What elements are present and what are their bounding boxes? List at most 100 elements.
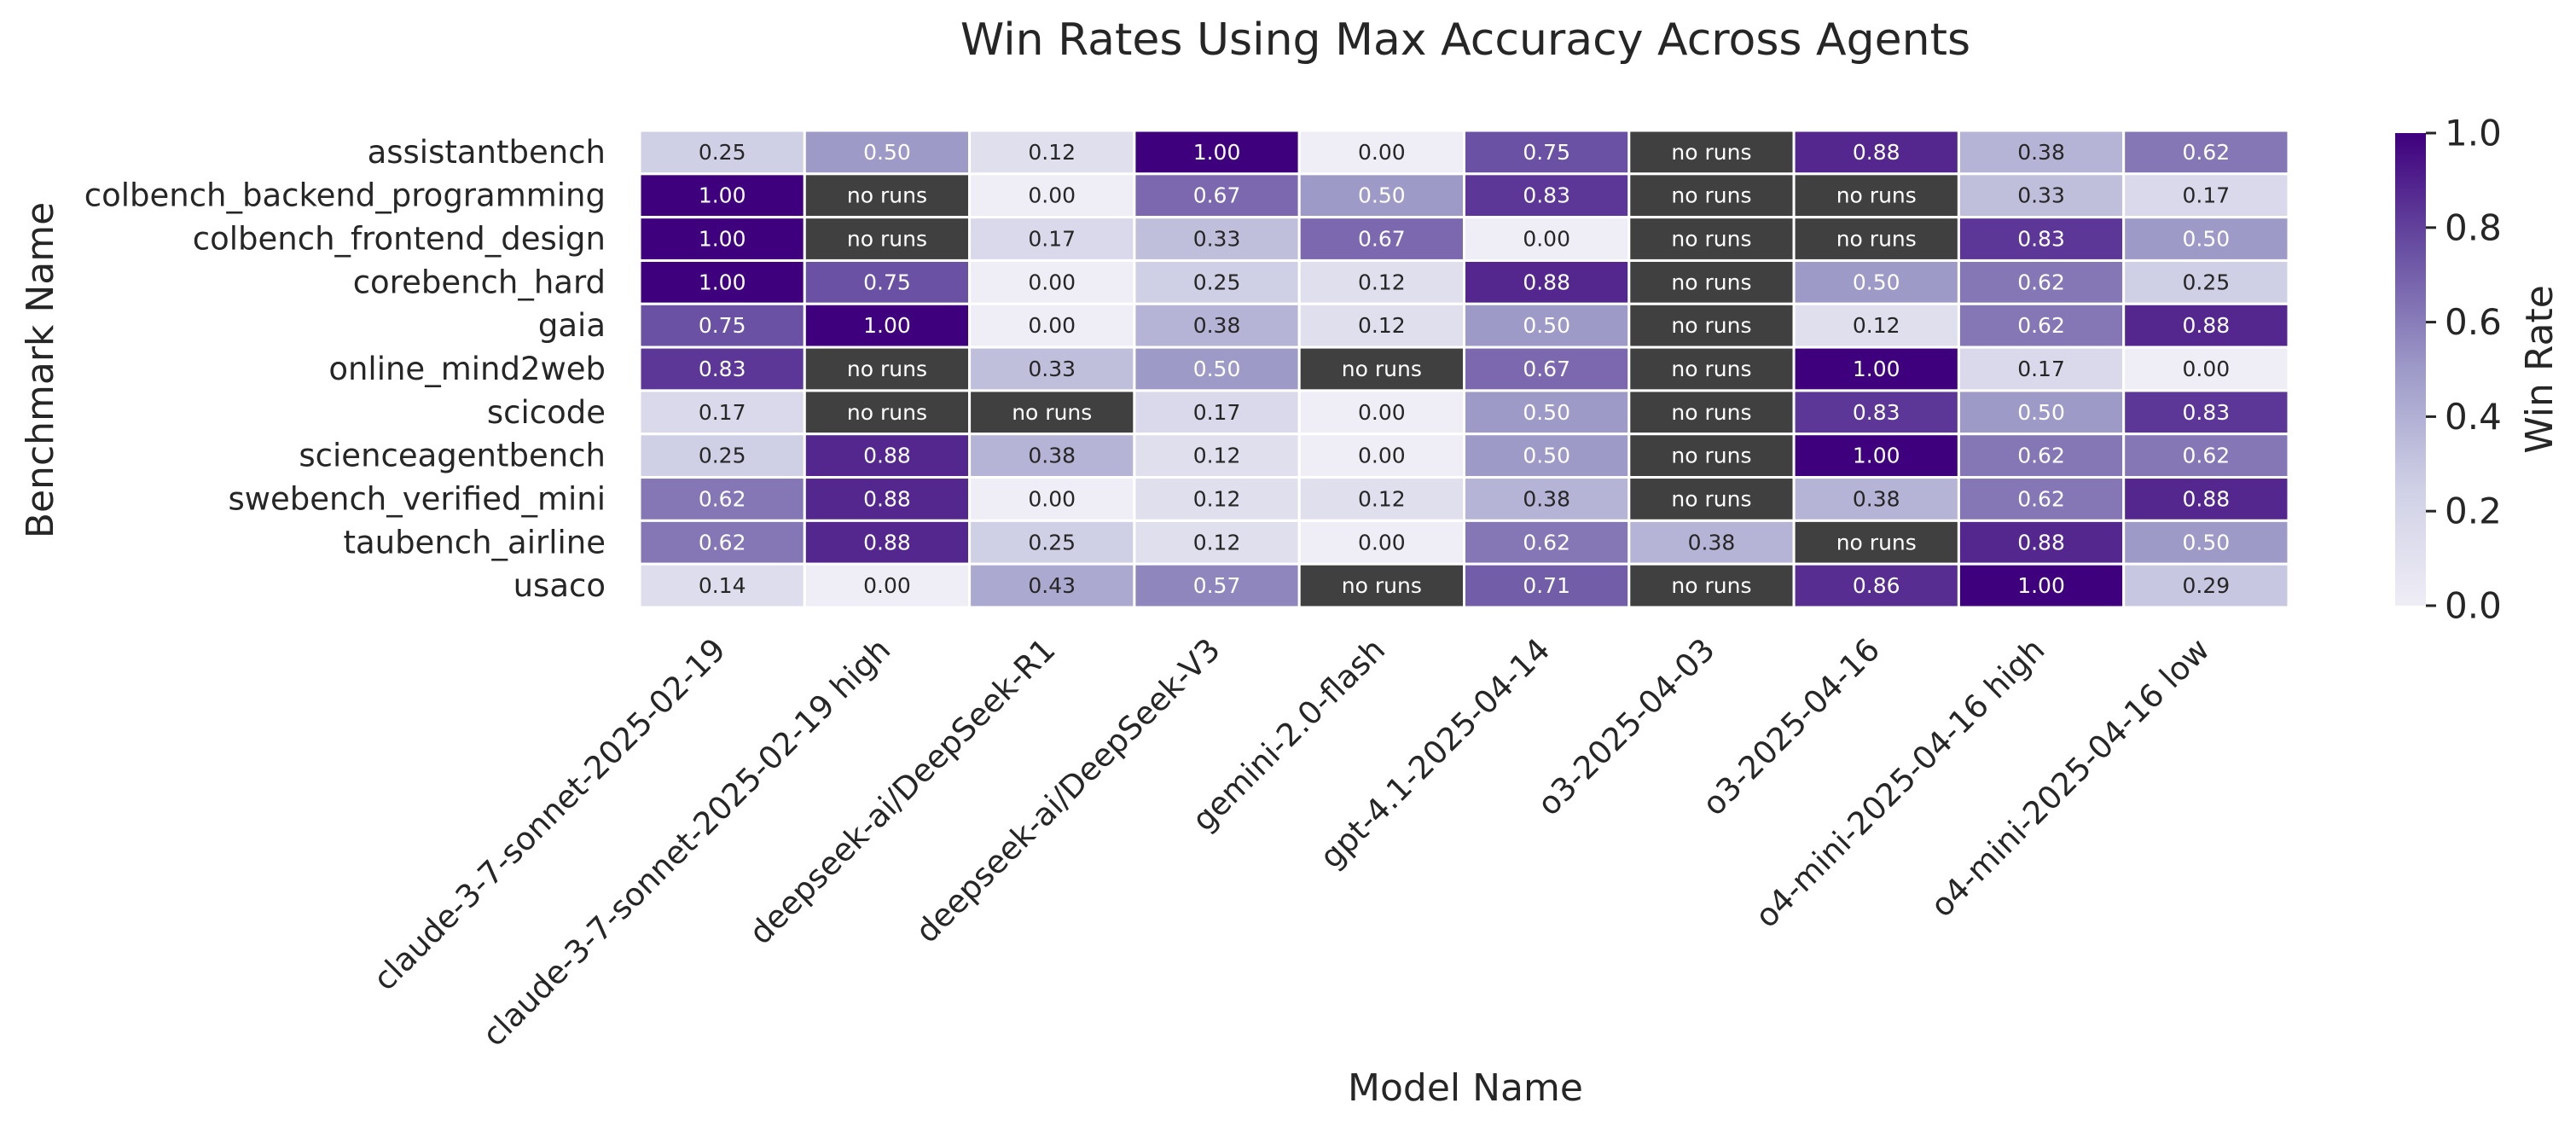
heatmap-cell xyxy=(1297,476,1465,522)
heatmap-cell xyxy=(803,302,972,349)
heatmap-cell xyxy=(1792,476,1960,522)
heatmap-cells xyxy=(638,129,2290,609)
cell-labels: 0.25 0.50 0.12 1.00 0.00 0.75 no runs 0.88 0.38 0… xyxy=(699,140,2230,598)
heatmap-cell xyxy=(1297,562,1465,609)
row-labels: assistantbench colbench_backend_programmi… xyxy=(84,134,606,604)
heatmap-cell xyxy=(1297,345,1465,392)
cell-value-label: 0.62 xyxy=(1523,530,1570,554)
heatmap-cell xyxy=(2122,389,2290,436)
cell-value-label: 0.62 xyxy=(2183,140,2231,165)
heatmap-cell xyxy=(638,389,806,436)
heatmap-cell xyxy=(803,562,972,609)
heatmap-cell xyxy=(1463,389,1631,436)
cell-value-label: 0.50 xyxy=(1853,270,1900,294)
cell-value-label: 0.00 xyxy=(1028,313,1076,338)
cell-value-label: 0.50 xyxy=(2017,400,2065,425)
cell-value-label: 0.38 xyxy=(1193,313,1241,338)
heatmap-cell xyxy=(2122,432,2290,479)
cell-value-label: 1.00 xyxy=(1853,444,1900,468)
column-tick-label: o3-2025-04-16 xyxy=(1696,631,1888,823)
heatmap-cell xyxy=(1792,129,1960,176)
heatmap-cell xyxy=(2122,172,2290,219)
heatmap-cell xyxy=(803,216,972,262)
cell-value-label: 0.67 xyxy=(1358,227,1406,252)
cell-value-label: no runs xyxy=(1671,140,1751,165)
heatmap-cell xyxy=(1957,302,2126,349)
cell-value-label: no runs xyxy=(1836,530,1917,554)
cell-value-label: 0.38 xyxy=(1028,444,1076,468)
cell-value-label: 0.38 xyxy=(1688,530,1736,554)
cell-value-label: no runs xyxy=(847,183,927,208)
heatmap-cell xyxy=(1792,302,1960,349)
cell-value-label: no runs xyxy=(1342,573,1422,598)
row-tick-label: online_mind2web xyxy=(328,351,606,387)
cell-value-label: no runs xyxy=(847,400,927,425)
cell-value-label: 0.83 xyxy=(1523,183,1570,208)
cell-value-label: 0.50 xyxy=(1523,444,1570,468)
cell-value-label: 0.25 xyxy=(1028,530,1076,554)
heatmap-cell xyxy=(2122,302,2290,349)
cell-value-label: no runs xyxy=(1012,400,1092,425)
cell-value-label: 0.12 xyxy=(1193,530,1241,554)
colorbar-tick-label: 1.0 xyxy=(2445,113,2502,154)
cell-value-label: 0.43 xyxy=(1028,573,1076,598)
heatmap-cell xyxy=(2122,562,2290,609)
heatmap-cell xyxy=(1463,129,1631,176)
heatmap-cell xyxy=(1297,302,1465,349)
chart-title: Win Rates Using Max Accuracy Across Agen… xyxy=(960,15,1970,66)
colorbar-gradient xyxy=(2395,133,2426,606)
column-tick-label: o4-mini-2025-04-16 high xyxy=(1748,631,2051,935)
col-labels: claude-3-7-sonnet-2025-02-19claude-3-7-s… xyxy=(366,631,2216,1054)
cell-value-label: no runs xyxy=(1671,573,1751,598)
heatmap-cell xyxy=(1792,389,1960,436)
heatmap-cell xyxy=(1627,432,1796,479)
heatmap-cell xyxy=(1133,389,1301,436)
heatmap-cell xyxy=(638,129,806,176)
cell-value-label: 1.00 xyxy=(1853,357,1900,381)
cell-value-label: no runs xyxy=(1671,486,1751,511)
cell-value-label: no runs xyxy=(1342,357,1422,381)
cell-value-label: 0.38 xyxy=(1523,486,1570,511)
cell-value-label: 0.00 xyxy=(1358,400,1406,425)
row-tick-label: usaco xyxy=(513,567,606,604)
cell-value-label: 0.33 xyxy=(1193,227,1241,252)
heatmap-cell xyxy=(638,476,806,522)
cell-value-label: no runs xyxy=(1671,400,1751,425)
cell-value-label: no runs xyxy=(1671,444,1751,468)
heatmap-cell xyxy=(968,562,1136,609)
row-tick-label: colbench_frontend_design xyxy=(193,221,606,258)
cell-value-label: 0.88 xyxy=(2183,313,2231,338)
cell-value-label: 0.25 xyxy=(699,140,746,165)
cell-value-label: 1.00 xyxy=(1193,140,1241,165)
cell-value-label: 0.75 xyxy=(699,313,746,338)
heatmap-cell xyxy=(1627,476,1796,522)
cell-value-label: 0.00 xyxy=(1358,530,1406,554)
heatmap-cell xyxy=(803,172,972,219)
cell-value-label: 0.62 xyxy=(699,530,746,554)
cell-value-label: 0.75 xyxy=(863,270,911,294)
cell-value-label: 0.88 xyxy=(2017,530,2065,554)
heatmap-cell xyxy=(2122,216,2290,262)
row-tick-label: swebench_verified_mini xyxy=(228,480,606,517)
cell-value-label: 1.00 xyxy=(2017,573,2065,598)
heatmap-cell xyxy=(968,216,1136,262)
y-axis-label: Benchmark Name xyxy=(19,202,62,538)
cell-value-label: 0.00 xyxy=(1028,183,1076,208)
cell-value-label: 0.00 xyxy=(1358,444,1406,468)
cell-value-label: 0.00 xyxy=(1358,140,1406,165)
cell-value-label: no runs xyxy=(1671,270,1751,294)
cell-value-label: 0.88 xyxy=(863,486,911,511)
cell-value-label: 0.12 xyxy=(1193,444,1241,468)
row-tick-label: gaia xyxy=(538,307,606,344)
heatmap-cell xyxy=(1627,562,1796,609)
cell-value-label: 0.50 xyxy=(1358,183,1406,208)
x-axis-label: Model Name xyxy=(1348,1066,1583,1110)
cell-value-label: 0.00 xyxy=(1028,486,1076,511)
cell-value-label: 0.88 xyxy=(1853,140,1900,165)
heatmap-cell xyxy=(638,345,806,392)
heatmap-cell xyxy=(1627,258,1796,305)
cell-value-label: 0.12 xyxy=(1358,270,1406,294)
cell-value-label: 0.83 xyxy=(2183,400,2231,425)
cell-value-label: 1.00 xyxy=(863,313,911,338)
